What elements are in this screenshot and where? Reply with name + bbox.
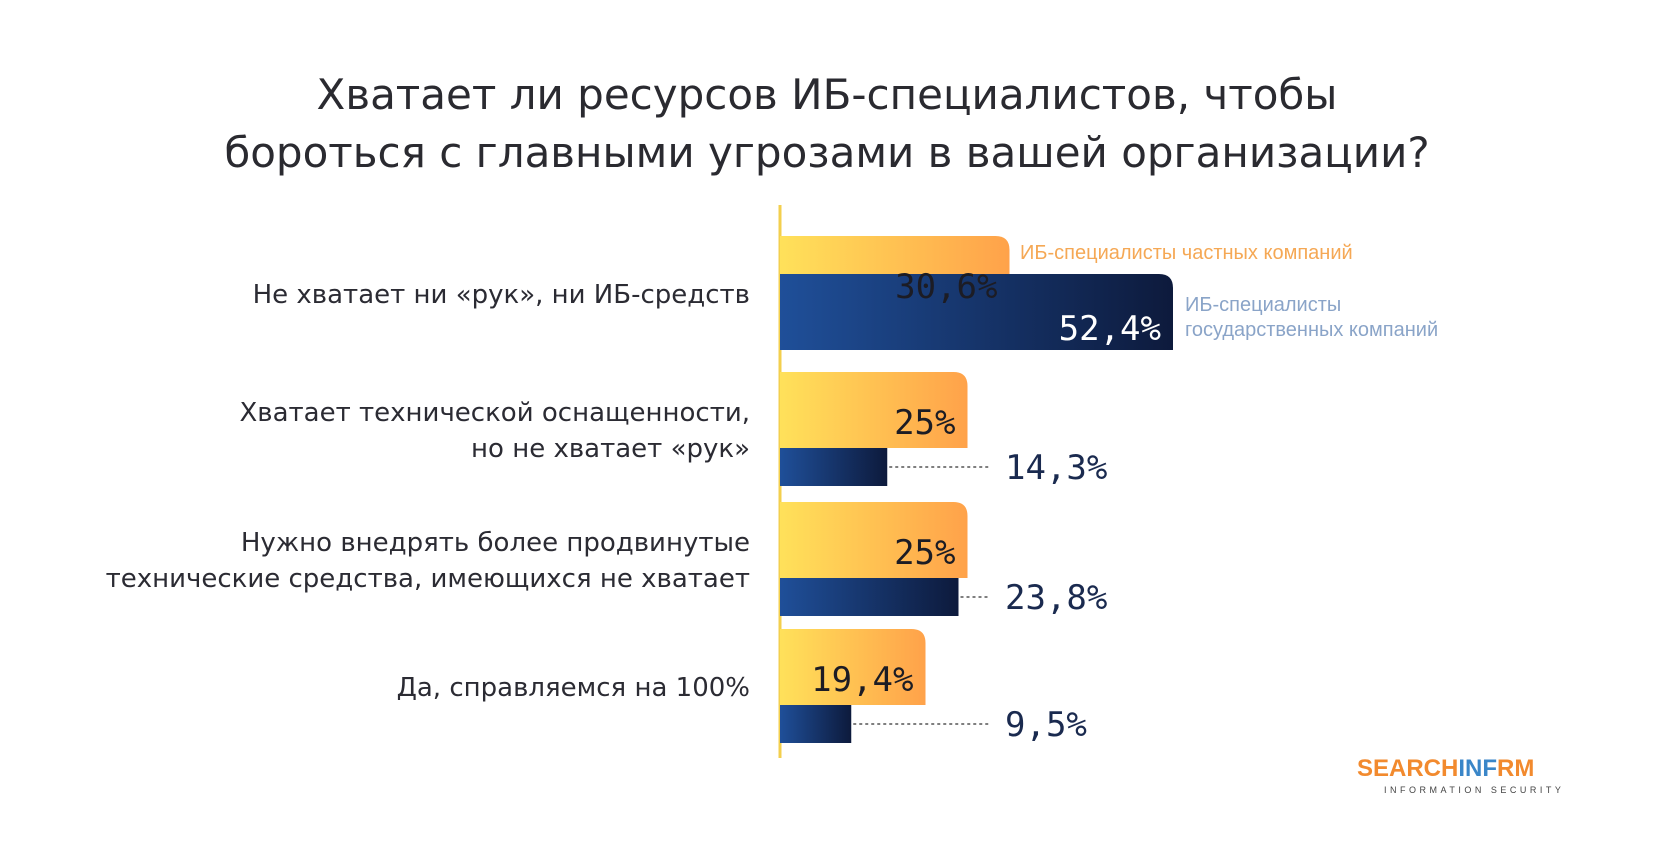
bar-government-1 [780, 448, 888, 486]
value-label-private-1: 25% [894, 403, 955, 443]
bar-private-3 [780, 629, 926, 705]
logo-subtitle: INFORMATION SECURITY [1384, 785, 1564, 795]
category-label-3-line-0: Да, справляемся на 100% [397, 673, 750, 703]
labels-layer: 30,6% 52,4% Не хватает ни «рук», ни ИБ-сре… [106, 267, 1161, 745]
value-label-private-0: 30,6% [895, 267, 997, 307]
legend-government-line-1: государственных компаний [1185, 319, 1438, 341]
value-label-government-3: 9,5% [1005, 705, 1087, 745]
searchinform-logo: SEARCHINFRM INFORMATION SECURITY [1357, 755, 1564, 795]
category-label-2-line-0: Нужно внедрять более продвинутые [241, 528, 750, 558]
bar-government-2 [780, 578, 959, 616]
category-label-1-line-0: Хватает технической оснащенности, [239, 398, 750, 428]
bars-layer [778, 205, 1173, 758]
bar-government-0 [780, 274, 1173, 350]
category-label-0-line-0: Не хватает ни «рук», ни ИБ-средств [253, 280, 750, 310]
value-label-government-2: 23,8% [1005, 578, 1107, 618]
title-line-2: бороться с главными угрозами в вашей орг… [224, 128, 1430, 177]
legend-private: ИБ-специалисты частных компаний [1020, 242, 1353, 264]
value-label-government-0: 52,4% [1059, 309, 1161, 349]
bar-private-1 [780, 372, 968, 448]
logo-wordmark: SEARCHINFRM [1357, 755, 1534, 782]
bar-government-3 [780, 705, 852, 743]
category-label-2-line-1: технические средства, имеющихся не хвата… [106, 564, 750, 594]
bar-private-2 [780, 502, 968, 578]
legend-government-line-0: ИБ-специалисты [1185, 294, 1341, 316]
chart-title: Хватает ли ресурсов ИБ-специалистов, что… [0, 66, 1654, 182]
category-label-1-line-1: но не хватает «рук» [471, 434, 750, 464]
legend: ИБ-специалисты частных компаний ИБ-специа… [1020, 242, 1438, 341]
value-label-private-3: 19,4% [811, 660, 913, 700]
value-label-private-2: 25% [894, 533, 955, 573]
title-line-1: Хватает ли ресурсов ИБ-специалистов, что… [316, 70, 1338, 119]
value-label-government-1: 14,3% [1005, 448, 1107, 488]
